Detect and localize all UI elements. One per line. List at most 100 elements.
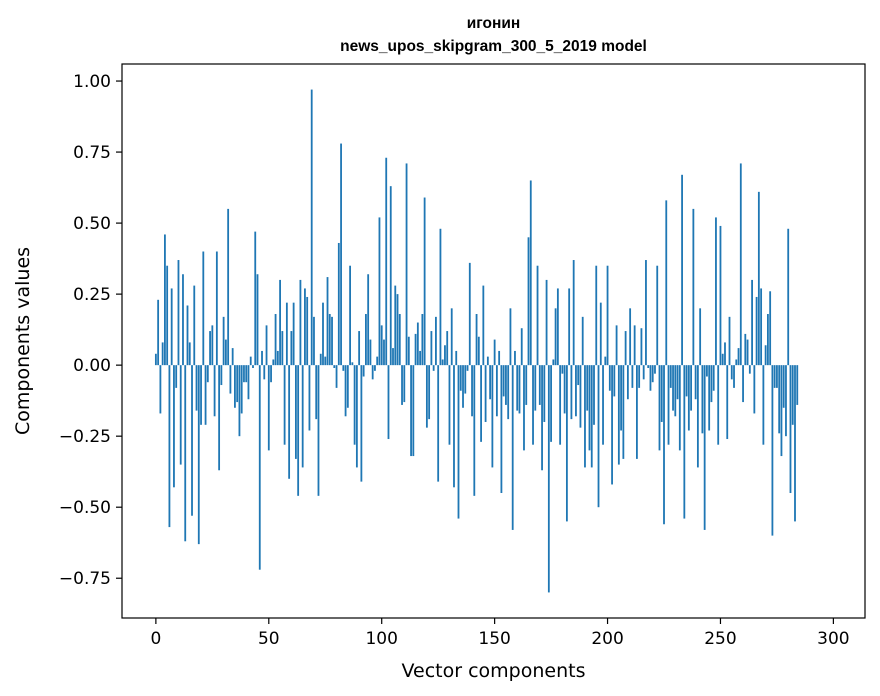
bar-187 (577, 365, 580, 386)
bar-225 (663, 365, 665, 525)
bar-159 (514, 350, 516, 366)
bar-160 (516, 365, 519, 411)
bar-12 (182, 274, 184, 366)
bar-283 (794, 365, 796, 522)
bar-123 (432, 365, 435, 371)
bar-279 (785, 365, 787, 437)
bar-116 (416, 322, 419, 366)
bar-274 (773, 365, 776, 388)
bar-2 (159, 365, 162, 414)
bar-259 (739, 163, 742, 366)
bar-76 (326, 277, 329, 366)
bar-140 (471, 365, 473, 417)
bar-16 (191, 365, 193, 516)
bar-241 (699, 308, 702, 366)
bar-49 (265, 325, 268, 366)
bar-11 (179, 365, 182, 465)
bar-233 (681, 174, 683, 366)
bar-209 (626, 365, 629, 400)
bar-105 (392, 348, 394, 366)
bar-166 (529, 180, 532, 366)
bar-156 (507, 365, 510, 420)
bar-69 (310, 89, 313, 366)
y-tick-label-3: 0.00 (73, 356, 111, 376)
bar-220 (651, 365, 654, 383)
bar-234 (683, 365, 686, 519)
bar-147 (486, 356, 489, 366)
bar-110 (403, 365, 406, 403)
bar-126 (439, 228, 442, 366)
x-axis-label: Vector components (402, 660, 586, 682)
bar-72 (317, 365, 320, 496)
bar-164 (525, 365, 528, 405)
bar-216 (642, 365, 645, 380)
bar-33 (229, 365, 232, 394)
bar-20 (200, 365, 202, 425)
bar-212 (633, 325, 636, 366)
bar-242 (701, 365, 704, 434)
bar-78 (331, 316, 333, 366)
bar-114 (412, 365, 415, 457)
bar-99 (378, 217, 381, 366)
bar-190 (584, 365, 586, 468)
bar-185 (572, 260, 575, 366)
bar-51 (270, 365, 272, 383)
bar-62 (294, 365, 297, 459)
bar-197 (599, 302, 602, 366)
bar-167 (532, 365, 534, 445)
bar-281 (789, 365, 792, 493)
bar-152 (498, 350, 501, 366)
bar-77 (328, 314, 331, 366)
bar-203 (613, 365, 616, 397)
bar-50 (267, 365, 270, 451)
bar-201 (608, 365, 611, 391)
bar-224 (660, 365, 663, 422)
bar-193 (590, 365, 593, 468)
chart-title-line1: игонин (467, 15, 521, 32)
bar-142 (475, 314, 478, 366)
bar-207 (622, 365, 625, 459)
bar-111 (405, 163, 408, 366)
x-tick-label-200: 200 (591, 629, 623, 649)
bar-236 (687, 365, 690, 431)
bar-284 (796, 365, 799, 405)
bar-61 (292, 302, 295, 366)
bar-229 (672, 365, 674, 411)
bar-246 (710, 365, 713, 403)
bar-195 (595, 265, 598, 366)
bar-186 (575, 365, 577, 417)
bar-81 (337, 242, 340, 366)
bar-258 (737, 348, 740, 366)
bar-98 (376, 356, 379, 366)
bar-3 (161, 342, 164, 366)
bar-83 (342, 365, 345, 371)
bar-163 (523, 365, 525, 451)
bar-17 (193, 285, 196, 366)
bar-86 (349, 265, 351, 366)
bar-127 (441, 359, 444, 366)
bar-153 (500, 365, 503, 493)
bar-269 (762, 365, 765, 445)
bar-10 (177, 260, 180, 366)
bar-265 (753, 365, 756, 414)
bar-101 (383, 339, 385, 366)
bar-219 (649, 365, 652, 391)
bar-84 (344, 365, 347, 417)
bar-143 (477, 336, 480, 366)
bar-273 (771, 365, 774, 536)
bar-122 (430, 331, 433, 366)
bar-168 (534, 365, 537, 411)
bar-158 (511, 365, 514, 530)
bar-113 (410, 365, 412, 457)
bar-125 (437, 365, 440, 482)
bar-183 (568, 288, 571, 366)
bar-52 (272, 359, 275, 366)
bar-97 (374, 365, 376, 371)
y-axis-ticks: −0.75 −0.50 −0.25 0.00 0.25 0.50 0.75 1.00 (59, 72, 122, 589)
bar-42 (249, 356, 252, 366)
bar-27 (215, 251, 218, 366)
bar-231 (676, 365, 679, 400)
bar-90 (358, 331, 361, 366)
bar-162 (520, 328, 523, 366)
bar-73 (319, 353, 322, 366)
